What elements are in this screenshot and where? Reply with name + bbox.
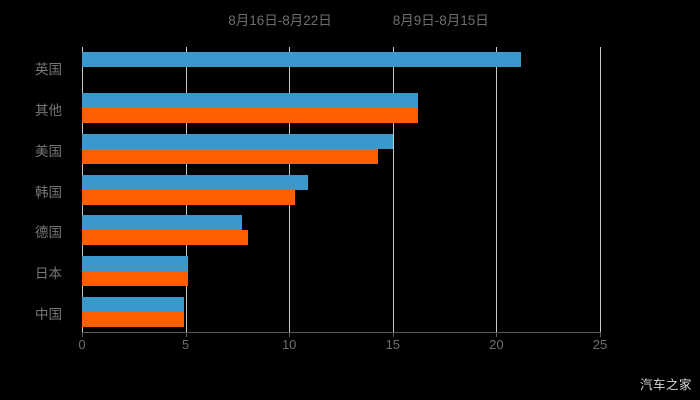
x-axis-tick: [185, 332, 187, 337]
y-axis-label-日本: 日本: [35, 265, 62, 281]
bar-英国-8月16日-8月22日[interactable]: [82, 52, 522, 68]
gridline: [392, 47, 394, 332]
bar-日本-8月9日-8月15日[interactable]: [82, 270, 188, 286]
y-axis-label-其他: 其他: [35, 103, 62, 119]
y-axis-label-韩国: 韩国: [35, 184, 62, 200]
y-axis-label-美国: 美国: [35, 143, 62, 159]
x-axis-tick-label: 5: [181, 337, 190, 352]
x-axis-tick-label: 25: [592, 337, 608, 352]
bar-中国-8月16日-8月22日[interactable]: [82, 296, 184, 312]
x-axis-tick-label: 0: [78, 337, 86, 352]
watermark-label: 汽车之家: [639, 378, 692, 392]
y-axis-label-德国: 德国: [35, 225, 62, 241]
bar-中国-8月9日-8月15日[interactable]: [82, 311, 184, 327]
x-axis-tick-label: 15: [385, 337, 401, 352]
y-axis-label-中国: 中国: [35, 306, 62, 322]
x-axis-tick: [496, 332, 498, 337]
bar-日本-8月16日-8月22日[interactable]: [82, 255, 188, 271]
x-axis-line: [82, 332, 601, 333]
y-axis-category-labels: 英国其他美国韩国德国日本中国: [0, 47, 72, 332]
bar-美国-8月9日-8月15日[interactable]: [82, 148, 379, 164]
x-axis-tick-label: 20: [489, 337, 504, 352]
legend-label-series-b: 8月9日-8月15日: [392, 13, 489, 28]
x-axis-tick-label: 10: [281, 337, 297, 352]
legend-item-series-a[interactable]: 8月16日-8月22日: [211, 9, 332, 29]
x-axis-tick: [289, 332, 291, 337]
x-axis-tick: [600, 332, 601, 337]
bar-其他-8月16日-8月22日[interactable]: [82, 93, 418, 109]
legend-item-series-b[interactable]: 8月9日-8月15日: [376, 9, 489, 29]
y-axis-label-英国: 英国: [35, 62, 62, 78]
bar-德国-8月16日-8月22日[interactable]: [82, 215, 242, 231]
chart-plot-area: [82, 47, 601, 332]
x-axis-tick: [392, 332, 394, 337]
bar-韩国-8月16日-8月22日[interactable]: [82, 174, 308, 190]
bar-美国-8月16日-8月22日[interactable]: [82, 133, 393, 149]
bar-德国-8月9日-8月15日[interactable]: [82, 230, 248, 246]
circle-marker-icon: [211, 14, 221, 24]
square-marker-icon: [376, 14, 386, 24]
bar-其他-8月9日-8月15日[interactable]: [82, 108, 418, 124]
gridline: [496, 47, 498, 332]
chart-legend: 8月16日-8月22日 8月9日-8月15日: [0, 8, 700, 30]
gridline: [600, 47, 601, 332]
x-axis-tick: [82, 332, 83, 337]
legend-label-series-a: 8月16日-8月22日: [228, 13, 332, 28]
bar-韩国-8月9日-8月15日[interactable]: [82, 189, 296, 205]
